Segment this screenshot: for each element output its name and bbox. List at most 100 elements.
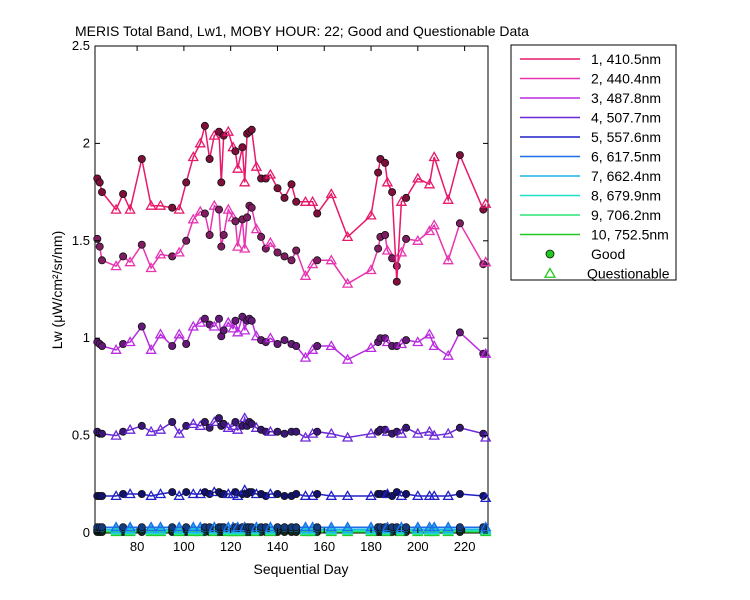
questionable-point (299, 351, 312, 362)
questionable-point (154, 488, 167, 499)
x-axis-label: Sequential Day (254, 561, 349, 577)
good-point (313, 489, 322, 498)
good-point (217, 242, 226, 251)
questionable-point (145, 490, 157, 501)
questionable-point (187, 521, 199, 532)
good-point (238, 143, 247, 152)
good-point (93, 234, 102, 243)
good-point (168, 488, 177, 497)
good-point (287, 256, 296, 265)
questionable-point (442, 193, 454, 204)
y-tick-label: 2 (83, 135, 90, 150)
questionable-point (124, 203, 136, 214)
series-5 (93, 484, 492, 503)
questionable-point (325, 490, 338, 501)
good-point (214, 314, 223, 323)
questionable-point (341, 431, 354, 442)
questionable-point (145, 425, 157, 436)
questionable-point (428, 523, 440, 534)
good-point (292, 489, 301, 498)
good-point (280, 252, 289, 261)
legend-label: 9, 706.2nm (591, 207, 661, 223)
questionable-point (124, 336, 136, 347)
questionable-point (154, 328, 167, 339)
axis-layer: 80 100 120 140 160 180 200 220 0 0.5 1 1.5 2 2.5 (72, 38, 488, 554)
good-point (98, 523, 107, 532)
questionable-point (442, 490, 454, 501)
questionable-point (341, 521, 354, 532)
x-tick-label: 140 (267, 539, 289, 554)
series-4 (93, 412, 492, 442)
good-point (455, 328, 464, 337)
good-point (455, 219, 464, 228)
series-6 (93, 521, 492, 532)
questionable-point (428, 429, 440, 440)
questionable-point (306, 258, 319, 269)
questionable-point (479, 347, 492, 358)
good-point (200, 209, 209, 218)
good-point (402, 336, 411, 345)
questionable-point (154, 423, 167, 434)
questionable-point (124, 423, 136, 434)
good-point (292, 523, 301, 532)
questionable-point (325, 340, 338, 351)
questionable-point (250, 160, 263, 171)
questionable-point (154, 199, 167, 210)
questionable-point (250, 330, 263, 341)
questionable-point (264, 236, 277, 247)
good-point (182, 339, 191, 348)
good-point (217, 178, 226, 187)
questionable-point (428, 151, 440, 162)
good-point (381, 230, 390, 239)
good-point (200, 121, 209, 130)
y-tick-label: 0.5 (72, 428, 90, 443)
questionable-point (428, 340, 440, 351)
questionable-point (412, 490, 424, 501)
questionable-point (231, 423, 244, 434)
questionable-point (381, 336, 394, 347)
questionable-point (173, 427, 185, 438)
questionable-point (222, 125, 235, 136)
questionable-point (428, 490, 440, 501)
questionable-point (412, 172, 424, 183)
questionable-point (173, 490, 185, 501)
good-point (388, 254, 397, 263)
questionable-point (299, 490, 312, 501)
questionable-point (264, 521, 277, 532)
questionable-point (154, 523, 167, 534)
good-point (168, 417, 177, 426)
legend-label: 10, 752.5nm (591, 227, 669, 243)
questionable-point (173, 523, 185, 534)
questionable-point (173, 328, 185, 339)
legend-label: 1, 410.5nm (591, 51, 661, 67)
good-point (374, 244, 383, 253)
good-point (313, 427, 322, 436)
y-tick-label: 1.5 (72, 233, 90, 248)
questionable-point (110, 260, 122, 271)
questionable-point (187, 213, 199, 224)
questionable-point (145, 521, 157, 532)
good-point (273, 248, 282, 257)
questionable-point (227, 322, 239, 333)
legend-box (510, 44, 677, 281)
y-tick-label: 1 (83, 330, 90, 345)
questionable-point (154, 248, 167, 259)
x-tick-label: 160 (313, 539, 335, 554)
good-point (137, 240, 146, 249)
questionable-point (395, 195, 408, 206)
good-point (273, 427, 282, 436)
questionable-point (442, 254, 454, 265)
good-point (168, 523, 177, 532)
questionable-point (341, 523, 354, 534)
questionable-point (194, 316, 207, 327)
questionable-point (238, 412, 251, 423)
questionable-point (412, 336, 424, 347)
questionable-point (299, 269, 312, 280)
questionable-point (222, 203, 235, 214)
questionable-point (124, 256, 136, 267)
good-point (231, 316, 240, 325)
questionable-point (423, 328, 436, 339)
good-point (219, 326, 228, 335)
y-tick-label: 0 (83, 525, 90, 540)
questionable-point (395, 338, 408, 349)
